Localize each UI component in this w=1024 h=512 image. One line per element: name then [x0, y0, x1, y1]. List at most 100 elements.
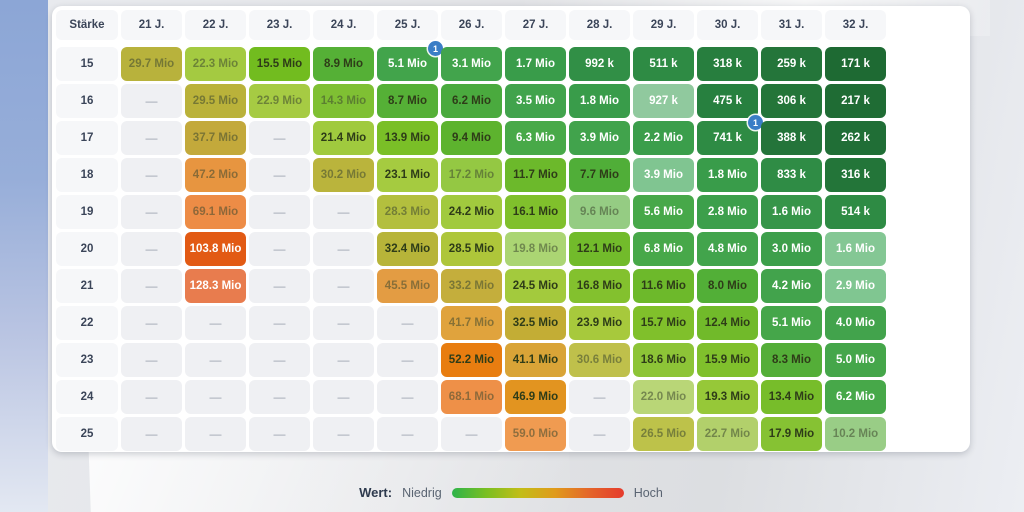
value-cell[interactable]: 14.3 Mio — [313, 84, 374, 118]
value-cell[interactable]: 833 k — [761, 158, 822, 192]
value-cell[interactable]: 259 k — [761, 47, 822, 81]
value-cell[interactable]: 22.9 Mio — [249, 84, 310, 118]
value-cell[interactable]: 13.4 Mio — [761, 380, 822, 414]
value-cell[interactable]: 1.6 Mio — [825, 232, 886, 266]
value-cell[interactable]: 11.6 Mio — [633, 269, 694, 303]
value-cell[interactable]: 7.7 Mio — [569, 158, 630, 192]
value-cell[interactable]: 511 k — [633, 47, 694, 81]
strength-row-header: 17 — [56, 121, 118, 155]
value-cell[interactable]: 9.4 Mio — [441, 121, 502, 155]
value-cell[interactable]: 28.5 Mio — [441, 232, 502, 266]
value-cell[interactable]: 41.7 Mio — [441, 306, 502, 340]
value-cell[interactable]: 19.3 Mio — [697, 380, 758, 414]
value-cell[interactable]: 68.1 Mio — [441, 380, 502, 414]
value-cell[interactable]: 16.8 Mio — [569, 269, 630, 303]
value-cell[interactable]: 15.7 Mio — [633, 306, 694, 340]
value-cell[interactable]: 1.8 Mio — [569, 84, 630, 118]
value-cell[interactable]: 262 k — [825, 121, 886, 155]
value-cell[interactable]: 17.9 Mio — [761, 417, 822, 451]
value-cell[interactable]: 388 k — [761, 121, 822, 155]
value-cell[interactable]: 3.5 Mio — [505, 84, 566, 118]
value-cell[interactable]: 4.8 Mio — [697, 232, 758, 266]
value-cell[interactable]: 9.6 Mio — [569, 195, 630, 229]
value-cell[interactable]: 318 k — [697, 47, 758, 81]
value-cell[interactable]: 26.5 Mio — [633, 417, 694, 451]
value-cell[interactable]: 13.9 Mio — [377, 121, 438, 155]
value-cell[interactable]: 16.1 Mio — [505, 195, 566, 229]
value-cell[interactable]: 52.2 Mio — [441, 343, 502, 377]
value-cell[interactable]: 29.7 Mio — [121, 47, 182, 81]
value-cell[interactable]: 19.8 Mio — [505, 232, 566, 266]
value-cell[interactable]: 22.3 Mio — [185, 47, 246, 81]
value-cell[interactable]: 5.1 Mio 1 — [377, 41, 443, 81]
value-cell[interactable]: 2.2 Mio — [633, 121, 694, 155]
value-cell[interactable]: 4.2 Mio — [761, 269, 822, 303]
value-cell[interactable]: 306 k — [761, 84, 822, 118]
info-count-badge[interactable]: 1 — [428, 41, 443, 56]
value-cell[interactable]: 30.6 Mio — [569, 343, 630, 377]
value-cell[interactable]: 15.9 Mio — [697, 343, 758, 377]
value-cell[interactable]: 32.4 Mio — [377, 232, 438, 266]
value-cell[interactable]: 2.9 Mio — [825, 269, 886, 303]
value-cell[interactable]: 23.9 Mio — [569, 306, 630, 340]
value-cell[interactable]: 21.4 Mio — [313, 121, 374, 155]
value-cell[interactable]: 41.1 Mio — [505, 343, 566, 377]
value-cell[interactable]: 15.5 Mio — [249, 47, 310, 81]
value-cell[interactable]: 11.7 Mio — [505, 158, 566, 192]
value-cell[interactable]: 103.8 Mio — [185, 232, 246, 266]
empty-cell: — — [121, 343, 182, 377]
value-cell[interactable]: 8.9 Mio — [313, 47, 374, 81]
value-cell[interactable]: 17.2 Mio — [441, 158, 502, 192]
value-cell[interactable]: 1.8 Mio — [697, 158, 758, 192]
value-cell[interactable]: 12.1 Mio — [569, 232, 630, 266]
value-cell[interactable]: 8.3 Mio — [761, 343, 822, 377]
value-cell[interactable]: 30.2 Mio — [313, 158, 374, 192]
value-cell[interactable]: 24.2 Mio — [441, 195, 502, 229]
value-cell[interactable]: 47.2 Mio — [185, 158, 246, 192]
value-cell[interactable]: 22.0 Mio — [633, 380, 694, 414]
value-cell[interactable]: 514 k — [825, 195, 886, 229]
value-cell[interactable]: 28.3 Mio — [377, 195, 438, 229]
value-cell[interactable]: 6.2 Mio — [825, 380, 886, 414]
value-cell[interactable]: 5.6 Mio — [633, 195, 694, 229]
value-cell[interactable]: 475 k — [697, 84, 758, 118]
value-cell[interactable]: 3.1 Mio — [441, 47, 502, 81]
value-cell[interactable]: 992 k — [569, 47, 630, 81]
value-cell[interactable]: 10.2 Mio — [825, 417, 886, 451]
value-cell[interactable]: 69.1 Mio — [185, 195, 246, 229]
value-cell[interactable]: 1.7 Mio — [505, 47, 566, 81]
value-cell[interactable]: 32.5 Mio — [505, 306, 566, 340]
value-cell[interactable]: 1.6 Mio — [761, 195, 822, 229]
value-cell[interactable]: 171 k — [825, 47, 886, 81]
value-cell[interactable]: 3.0 Mio — [761, 232, 822, 266]
value-cell[interactable]: 18.6 Mio — [633, 343, 694, 377]
value-cell[interactable]: 46.9 Mio — [505, 380, 566, 414]
info-count-badge[interactable]: 1 — [748, 115, 763, 130]
value-cell[interactable]: 59.0 Mio — [505, 417, 566, 451]
value-cell[interactable]: 37.7 Mio — [185, 121, 246, 155]
value-cell[interactable]: 5.0 Mio — [825, 343, 886, 377]
value-cell[interactable]: 24.5 Mio — [505, 269, 566, 303]
value-cell[interactable]: 217 k — [825, 84, 886, 118]
value-cell[interactable]: 33.2 Mio — [441, 269, 502, 303]
value-cell[interactable]: 29.5 Mio — [185, 84, 246, 118]
value-cell[interactable]: 8.7 Mio — [377, 84, 438, 118]
value-cell[interactable]: 927 k — [633, 84, 694, 118]
value-cell[interactable]: 128.3 Mio — [185, 269, 246, 303]
value-cell[interactable]: 3.9 Mio — [569, 121, 630, 155]
value-cell[interactable]: 2.8 Mio — [697, 195, 758, 229]
value-cell[interactable]: 6.2 Mio — [441, 84, 502, 118]
value-cell[interactable]: 5.1 Mio — [761, 306, 822, 340]
age-column-header: 28 J. — [569, 10, 630, 40]
value-cell[interactable]: 316 k — [825, 158, 886, 192]
value-cell[interactable]: 23.1 Mio — [377, 158, 438, 192]
value-cell[interactable]: 6.8 Mio — [633, 232, 694, 266]
value-cell[interactable]: 8.0 Mio — [697, 269, 758, 303]
value-cell[interactable]: 22.7 Mio — [697, 417, 758, 451]
value-cell[interactable]: 12.4 Mio — [697, 306, 758, 340]
value-cell[interactable]: 4.0 Mio — [825, 306, 886, 340]
value-cell[interactable]: 3.9 Mio — [633, 158, 694, 192]
value-cell[interactable]: 45.5 Mio — [377, 269, 438, 303]
value-cell[interactable]: 6.3 Mio — [505, 121, 566, 155]
